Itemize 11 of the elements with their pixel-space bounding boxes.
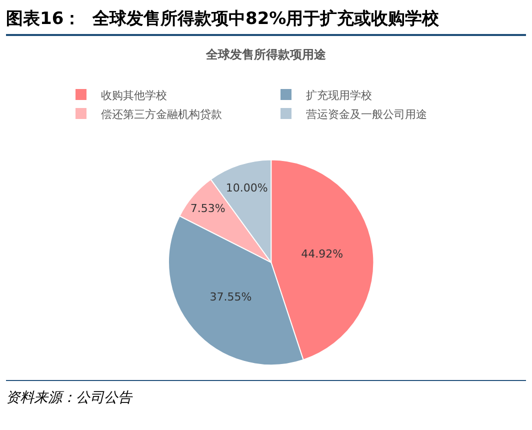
data-label: 44.92% xyxy=(301,248,344,261)
chart-subtitle: 全球发售所得款项用途 xyxy=(205,47,327,62)
legend-label: 营运资金及一般公司用途 xyxy=(306,108,427,121)
text: 资料来源：公司公告 xyxy=(6,380,526,407)
data-label: 10.00% xyxy=(226,181,268,194)
legend-label: 偿还第三方金融机构贷款 xyxy=(101,108,222,121)
data-label: 7.53% xyxy=(190,202,226,215)
legend-label: 扩充现用学校 xyxy=(306,88,372,102)
chart-title: 图表16： 全球发售所得款项中82%用于扩充或收购学校 xyxy=(6,4,526,36)
data-label: 37.55% xyxy=(210,290,252,304)
legend-label: 收购其他学校 xyxy=(101,88,167,102)
